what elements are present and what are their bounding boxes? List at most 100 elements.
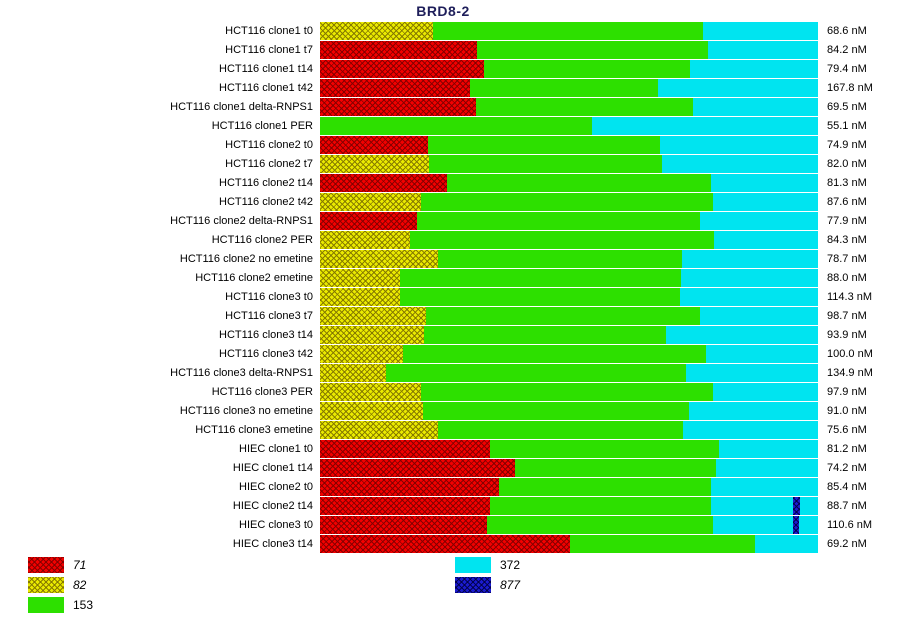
legend-item: 153: [28, 597, 455, 613]
row-value: 75.6 nM: [827, 423, 867, 436]
row-label: HCT116 clone3 no emetine: [179, 404, 313, 417]
legend-swatch-372: [455, 557, 491, 573]
chart-row: HCT116 clone3 t7 98.7 nM: [0, 306, 900, 325]
row-label: HIEC clone2 t14: [232, 499, 313, 512]
row-label: HCT116 clone3 t42: [219, 347, 313, 360]
row-value: 82.0 nM: [827, 157, 867, 170]
row-value: 84.3 nM: [827, 233, 867, 246]
legend-swatch-877: [455, 577, 491, 593]
bar-segment-153: [569, 534, 755, 553]
bar-segment-372: [713, 230, 818, 249]
bar-segment-153: [403, 344, 706, 363]
row-label: HCT116 clone1 t0: [225, 24, 313, 37]
chart-row: HCT116 clone1 PER 55.1 nM: [0, 116, 900, 135]
bar-segment-82: [320, 344, 404, 363]
bar-segment-153: [438, 420, 684, 439]
bar-segment-153: [483, 59, 690, 78]
bar-segment-71: [320, 534, 570, 553]
bar-segment-153: [320, 116, 592, 135]
bar-segment-71: [320, 439, 490, 458]
row-value: 88.7 nM: [827, 499, 867, 512]
stacked-bar: [320, 287, 818, 306]
stacked-bar: [320, 496, 818, 515]
chart-row: HCT116 clone3 t14 93.9 nM: [0, 325, 900, 344]
legend-label: 372: [500, 558, 521, 572]
stacked-bar: [320, 135, 818, 154]
stacked-bar: [320, 534, 818, 553]
row-value: 134.9 nM: [827, 366, 873, 379]
stacked-bar: [320, 401, 818, 420]
row-label: HCT116 clone2 t42: [219, 195, 313, 208]
stacked-bar: [320, 268, 818, 287]
stacked-bar: [320, 192, 818, 211]
stacked-bar-chart: HCT116 clone1 t0 68.6 nM HCT116 clone1 t7 8…: [0, 21, 900, 553]
chart-row: HCT116 clone2 t7 82.0 nM: [0, 154, 900, 173]
row-value: 87.6 nM: [827, 195, 867, 208]
chart-row: HCT116 clone2 PER 84.3 nM: [0, 230, 900, 249]
legend-item: 82: [28, 577, 455, 593]
bar-segment-372: [702, 21, 818, 40]
stacked-bar: [320, 382, 818, 401]
chart-row: HCT116 clone3 delta-RNPS1 134.9 nM: [0, 363, 900, 382]
row-label: HCT116 clone2 no emetine: [179, 252, 313, 265]
bar-segment-372: [662, 154, 818, 173]
chart-row: HIEC clone2 t0 85.4 nM: [0, 477, 900, 496]
stacked-bar: [320, 515, 818, 534]
stacked-bar: [320, 40, 818, 59]
bar-segment-153: [417, 211, 700, 230]
stacked-bar: [320, 230, 818, 249]
bar-segment-372: [712, 515, 794, 534]
bar-segment-153: [428, 135, 661, 154]
bar-segment-82: [320, 382, 422, 401]
bar-segment-153: [475, 97, 693, 116]
bar-segment-153: [424, 325, 667, 344]
bar-segment-877: [793, 515, 800, 534]
chart-row: HCT116 clone2 emetine 88.0 nM: [0, 268, 900, 287]
bar-segment-153: [446, 173, 711, 192]
row-label: HCT116 clone1 t7: [225, 43, 313, 56]
bar-segment-153: [433, 21, 703, 40]
bar-segment-372: [712, 382, 818, 401]
chart-row: HIEC clone1 t0 81.2 nM: [0, 439, 900, 458]
bar-segment-82: [320, 363, 387, 382]
bar-segment-372: [699, 306, 818, 325]
chart-row: HCT116 clone3 t42 100.0 nM: [0, 344, 900, 363]
chart-row: HCT116 clone3 no emetine 91.0 nM: [0, 401, 900, 420]
bar-segment-82: [320, 401, 424, 420]
bar-segment-82: [320, 420, 439, 439]
row-label: HIEC clone2 t0: [239, 480, 313, 493]
bar-segment-372: [799, 515, 818, 534]
row-value: 114.3 nM: [827, 290, 873, 303]
stacked-bar: [320, 21, 818, 40]
chart-row: HCT116 clone3 emetine 75.6 nM: [0, 420, 900, 439]
chart-title: BRD8-2: [416, 3, 470, 19]
stacked-bar: [320, 306, 818, 325]
bar-segment-372: [710, 173, 818, 192]
bar-segment-372: [800, 496, 818, 515]
legend-column: 71 82 153: [28, 557, 455, 613]
row-value: 110.6 nM: [827, 518, 873, 531]
row-label: HCT116 clone3 delta-RNPS1: [170, 366, 313, 379]
legend-swatch-82: [28, 577, 64, 593]
legend-swatch-71: [28, 557, 64, 573]
bar-segment-71: [320, 477, 499, 496]
bar-segment-372: [680, 287, 818, 306]
stacked-bar: [320, 477, 818, 496]
stacked-bar: [320, 211, 818, 230]
stacked-bar: [320, 78, 818, 97]
row-value: 78.7 nM: [827, 252, 867, 265]
chart-row: HCT116 clone2 no emetine 78.7 nM: [0, 249, 900, 268]
row-label: HIEC clone1 t0: [239, 442, 313, 455]
row-value: 93.9 nM: [827, 328, 867, 341]
bar-segment-153: [469, 78, 659, 97]
bar-segment-153: [515, 458, 717, 477]
bar-segment-372: [690, 59, 818, 78]
bar-segment-82: [320, 21, 434, 40]
chart-row: HCT116 clone2 t42 87.6 nM: [0, 192, 900, 211]
chart-row: HIEC clone3 t0 110.6 nM: [0, 515, 900, 534]
row-value: 98.7 nM: [827, 309, 867, 322]
row-value: 74.9 nM: [827, 138, 867, 151]
legend-item: 877: [455, 577, 882, 593]
bar-segment-71: [320, 59, 484, 78]
bar-segment-372: [692, 97, 818, 116]
